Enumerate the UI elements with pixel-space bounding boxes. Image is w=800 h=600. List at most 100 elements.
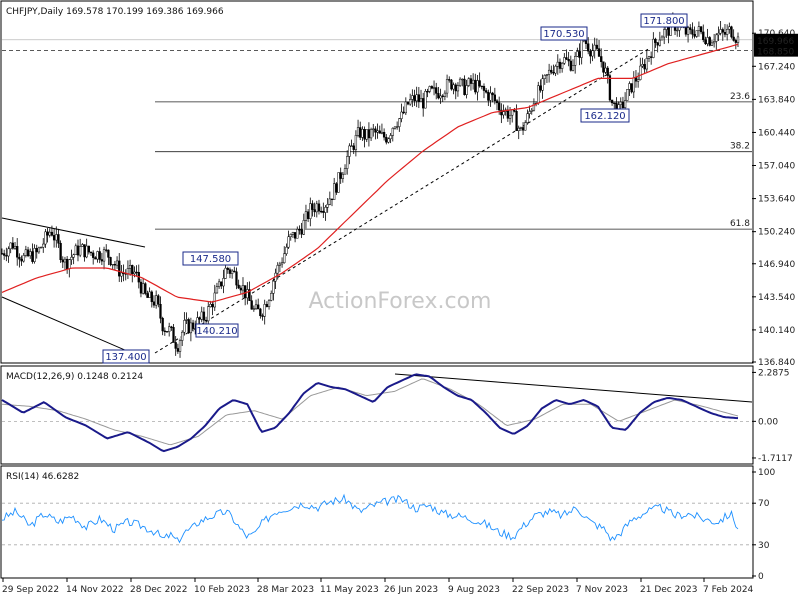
fib-label: 61.8 bbox=[730, 219, 750, 229]
candle-body bbox=[13, 246, 17, 249]
candle-body bbox=[96, 251, 99, 260]
candle-body bbox=[502, 111, 505, 116]
candle-body bbox=[322, 210, 325, 213]
candle-body bbox=[198, 317, 201, 320]
candle-body bbox=[578, 51, 581, 58]
candle-body bbox=[300, 229, 303, 235]
candle-body bbox=[50, 231, 54, 236]
candle-body bbox=[139, 281, 143, 294]
candle-body bbox=[33, 248, 36, 262]
candle-body bbox=[55, 234, 58, 241]
moving-average bbox=[1, 43, 739, 303]
candle-body bbox=[463, 78, 466, 95]
candle-body bbox=[697, 26, 701, 31]
candle-body bbox=[658, 39, 661, 46]
candle-body bbox=[228, 269, 232, 274]
candle-body bbox=[324, 207, 327, 213]
last-price-box bbox=[754, 33, 798, 46]
macd-lines bbox=[1, 373, 739, 453]
price-panel-frame bbox=[0, 0, 754, 364]
candle-body bbox=[217, 281, 221, 287]
candle-body bbox=[118, 260, 121, 277]
x-tick-label: 14 Nov 2022 bbox=[66, 585, 124, 595]
price-tick-label: 150.240 bbox=[758, 228, 795, 238]
candle-body bbox=[409, 99, 412, 105]
candle-body bbox=[493, 94, 496, 101]
candle-body bbox=[29, 251, 32, 257]
candle-body bbox=[150, 291, 153, 303]
level-box bbox=[754, 44, 798, 57]
candle-body bbox=[44, 231, 47, 245]
candle-body bbox=[213, 292, 216, 308]
candle-body bbox=[7, 248, 10, 257]
macd-tick-label: 2.2875 bbox=[758, 368, 790, 378]
candle-body bbox=[113, 263, 117, 266]
candle-body bbox=[70, 256, 73, 260]
candle-body bbox=[87, 245, 90, 253]
candle-body bbox=[508, 114, 512, 119]
candle-body bbox=[239, 287, 242, 291]
candle-body bbox=[367, 129, 371, 139]
candle-body bbox=[346, 156, 349, 169]
candle-body bbox=[574, 56, 577, 66]
candle-body bbox=[111, 263, 114, 266]
candle-body bbox=[9, 242, 12, 250]
candle-body bbox=[211, 303, 214, 308]
candle-body bbox=[521, 127, 525, 131]
candle-body bbox=[528, 111, 531, 115]
candle-body bbox=[280, 262, 284, 265]
candle-body bbox=[734, 40, 737, 43]
candle-body bbox=[265, 304, 269, 307]
candle-body bbox=[248, 289, 251, 301]
rsi-tick-label: 70 bbox=[758, 499, 770, 509]
macd-y-axis: 2.2875 0.00 -1.7117 bbox=[2, 368, 793, 464]
candle-body bbox=[350, 145, 353, 147]
candle-body bbox=[606, 67, 609, 76]
candle-body bbox=[587, 43, 590, 52]
candle-body bbox=[593, 44, 596, 51]
candle-body bbox=[42, 243, 45, 248]
candle-body bbox=[717, 32, 720, 36]
candle-body bbox=[424, 91, 427, 109]
rsi-y-axis: 100 70 30 0 bbox=[2, 468, 775, 582]
price-callouts: 137.400 147.580 140.210 170.530 171.800 162.1… bbox=[102, 13, 688, 364]
candle-body bbox=[524, 122, 527, 131]
candle-body bbox=[686, 27, 690, 35]
candle-body bbox=[278, 263, 282, 266]
candle-body bbox=[613, 102, 616, 104]
candle-body bbox=[554, 66, 557, 74]
candle-body bbox=[365, 129, 368, 140]
candle-body bbox=[415, 94, 418, 102]
candle-body bbox=[148, 291, 151, 298]
candle-body bbox=[320, 210, 323, 213]
price-tick-label: 167.240 bbox=[758, 62, 795, 72]
candle-body bbox=[560, 62, 564, 69]
candle-body bbox=[376, 130, 379, 133]
candle-body bbox=[550, 69, 553, 73]
candle-body bbox=[230, 270, 234, 274]
candle-body bbox=[600, 56, 603, 63]
candle-body bbox=[489, 92, 492, 101]
x-tick-label: 28 Dec 2022 bbox=[130, 585, 188, 595]
rsi-tick-label: 0 bbox=[758, 572, 764, 582]
candle-body bbox=[215, 286, 219, 294]
candle-body bbox=[356, 127, 360, 136]
price-tick-label: 146.940 bbox=[758, 260, 795, 270]
callout-box bbox=[182, 251, 239, 266]
price-tick-label: 163.840 bbox=[758, 95, 795, 105]
candle-body bbox=[676, 29, 679, 32]
candle-body bbox=[541, 78, 544, 91]
candle-body bbox=[428, 86, 431, 92]
candle-body bbox=[626, 89, 629, 101]
candle-body bbox=[439, 95, 442, 99]
candle-body bbox=[704, 39, 707, 45]
candle-body bbox=[181, 331, 184, 341]
price-y-axis: 170.640167.240163.840160.440157.040153.6… bbox=[752, 29, 798, 368]
candle-body bbox=[46, 231, 49, 236]
candle-body bbox=[168, 326, 171, 332]
candle-body bbox=[176, 348, 180, 352]
x-tick-label: 28 Mar 2023 bbox=[257, 585, 314, 595]
candle-body bbox=[313, 209, 316, 213]
candle-body bbox=[85, 245, 88, 258]
